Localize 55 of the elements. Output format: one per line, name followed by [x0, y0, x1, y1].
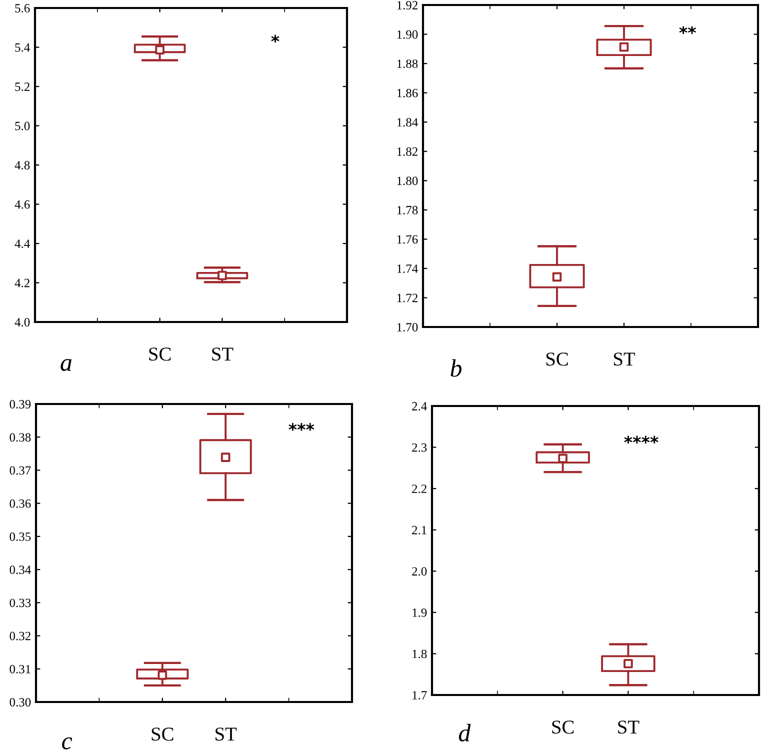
y-tick-label: 2.2: [412, 484, 426, 494]
y-tick-label: 1.86: [397, 88, 418, 98]
text: b: [450, 359, 462, 377]
y-tick-label: 0.32: [10, 632, 30, 640]
y-tick-label: 1.84: [397, 118, 418, 127]
text: a: [60, 358, 72, 372]
y-tick-label: 0.39: [10, 400, 31, 409]
y-tick-label: 4.4: [14, 240, 30, 248]
y-tick-label: 4.0: [14, 318, 30, 327]
x-tick-label: SC: [546, 352, 568, 366]
y-tick-label: 0.33: [10, 598, 31, 608]
y-tick-label: 5.0: [15, 122, 30, 130]
x-tick-label: ST: [216, 728, 237, 741]
x-tick-label: SC: [149, 348, 171, 361]
y-tick-label: 1.76: [397, 235, 418, 244]
y-tick-label: 2.0: [412, 567, 427, 576]
annotation: ****: [624, 436, 658, 444]
y-tick-label: 0.37: [10, 466, 31, 475]
y-tick-label: 1.80: [397, 176, 418, 186]
annotation: *: [271, 34, 280, 43]
y-tick-label: 0.34: [10, 566, 31, 574]
y-tick-label: 1.7: [412, 691, 427, 700]
x-tick-label: ST: [614, 352, 636, 366]
y-tick-label: 2.3: [412, 443, 427, 452]
text: c: [62, 737, 72, 750]
x-tick-label: ST: [212, 348, 234, 361]
y-tick-label: 0.35: [10, 532, 31, 541]
y-tick-label: 0.36: [10, 499, 31, 508]
y-tick-label: 2.4: [412, 402, 427, 411]
y-tick-label: 0.38: [10, 433, 31, 442]
x-tick-label: ST: [618, 720, 640, 734]
x-tick-label: SC: [152, 728, 174, 741]
y-tick-label: 2.1: [412, 526, 426, 534]
y-tick-label: 4.6: [14, 200, 30, 209]
y-tick-label: 1.9: [412, 608, 427, 617]
y-tick-label: 5.4: [15, 43, 30, 52]
y-tick-label: 1.78: [397, 206, 418, 214]
y-tick-label: 4.2: [14, 278, 30, 288]
y-tick-label: 1.74: [397, 264, 418, 273]
y-tick-label: 1.8: [412, 650, 427, 658]
y-tick-label: 1.72: [397, 294, 418, 302]
x-tick-label: SC: [552, 720, 574, 734]
text: d: [458, 724, 471, 742]
y-tick-label: 0.31: [10, 664, 30, 674]
y-tick-label: 0.30: [10, 698, 31, 707]
y-tick-label: 1.88: [397, 60, 418, 68]
y-tick-label: 1.92: [397, 1, 418, 10]
annotation: **: [679, 26, 696, 34]
y-tick-label: 1.90: [397, 30, 418, 39]
y-tick-label: 4.8: [14, 161, 30, 170]
y-tick-label: 1.82: [397, 147, 418, 156]
y-tick-label: 1.70: [397, 323, 418, 332]
y-tick-label: 5.6: [15, 4, 30, 13]
y-tick-label: 5.2: [15, 82, 30, 92]
annotation: ***: [288, 423, 314, 431]
